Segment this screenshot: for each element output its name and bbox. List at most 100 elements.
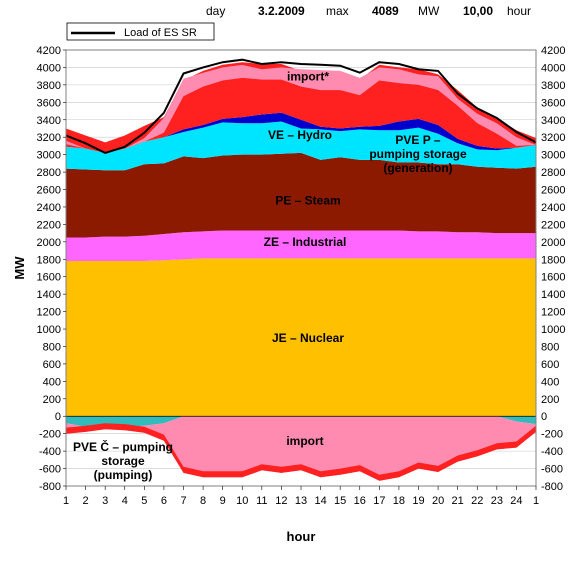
y-tick-label-left: 3600 — [37, 97, 61, 109]
x-tick-label: 3 — [102, 495, 108, 507]
y-tick-label-right: 3400 — [541, 115, 565, 127]
region-labels: JE – Nuclear ZE – Industrial PE – Steam VE … — [73, 70, 467, 483]
label-import-bottom: import — [286, 434, 323, 448]
y-tick-label-left: -600 — [39, 464, 61, 476]
legend: Load of ES SR — [66, 22, 215, 41]
y-tick-label-right: 3000 — [541, 150, 565, 162]
x-tick-label: 8 — [200, 495, 206, 507]
header-max-label: max — [326, 4, 349, 18]
header-day-value: 3.2.2009 — [258, 4, 305, 18]
y-tick-label-left: 200 — [43, 394, 61, 406]
y-tick-label-left: 2400 — [37, 202, 61, 214]
x-tick-label: 22 — [471, 495, 483, 507]
y-tick-label-right: 3800 — [541, 80, 565, 92]
y-tick-label-left: 2200 — [37, 219, 61, 231]
area-hydro — [66, 121, 536, 171]
y-tick-label-right: 3200 — [541, 132, 565, 144]
y-tick-label-left: 3200 — [37, 132, 61, 144]
y-tick-label-right: 2000 — [541, 237, 565, 249]
tick-labels: -800 -800 -600 -600 -400 -400 -200 -200 0 0 200 200… — [37, 45, 566, 507]
y-tick-label-left: 3400 — [37, 115, 61, 127]
x-tick-label: 11 — [256, 495, 267, 507]
load-line — [65, 58, 537, 154]
y-tick-label-right: 2200 — [541, 219, 565, 231]
y-tick-label-right: -400 — [541, 446, 563, 458]
x-tick-label: 17 — [373, 495, 385, 507]
y-tick-label-right: 3600 — [541, 97, 565, 109]
y-tick-label-right: 0 — [541, 411, 547, 423]
y-tick-label-right: 1000 — [541, 324, 565, 336]
y-tick-label-left: 0 — [55, 411, 61, 423]
stacked-areas — [65, 58, 537, 481]
y-tick-label-right: 1800 — [541, 254, 565, 266]
x-tick-label: 5 — [141, 495, 147, 507]
x-tick-label: 2 — [83, 495, 89, 507]
y-tick-label-left: 600 — [43, 359, 61, 371]
header-unit-label: MW — [418, 4, 440, 18]
label-nuclear: JE – Nuclear — [272, 331, 344, 345]
y-tick-label-right: 400 — [541, 376, 559, 388]
y-tick-label-right: 4200 — [541, 45, 565, 57]
x-tick-label: 1 — [63, 495, 69, 507]
y-tick-label-right: -200 — [541, 429, 563, 441]
x-tick-label: 1 — [533, 495, 539, 507]
x-tick-label: 6 — [161, 495, 167, 507]
label-pumping-generation: PVE P – pumping storage (generation) — [369, 133, 467, 175]
label-steam: PE – Steam — [275, 193, 340, 207]
y-axis-title: MW — [12, 256, 27, 280]
x-tick-label: 4 — [122, 495, 128, 507]
label-pumping: PVE Č – pumping storage (pumping) — [73, 439, 173, 482]
y-tick-label-left: 400 — [43, 376, 61, 388]
y-tick-label-left: 2600 — [37, 185, 61, 197]
header-max-value: 4089 — [372, 4, 399, 18]
y-tick-label-left: 3800 — [37, 80, 61, 92]
x-tick-label: 14 — [314, 495, 326, 507]
x-tick-label: 20 — [432, 495, 444, 507]
y-tick-label-left: -400 — [39, 446, 61, 458]
x-tick-label: 10 — [236, 495, 248, 507]
x-tick-label: 15 — [334, 495, 346, 507]
y-tick-label-left: 1600 — [37, 272, 61, 284]
y-tick-label-left: 1000 — [37, 324, 61, 336]
y-tick-label-right: 2800 — [541, 167, 565, 179]
x-axis-title: hour — [287, 529, 316, 544]
x-tick-label: 23 — [491, 495, 503, 507]
y-tick-label-right: 4000 — [541, 62, 565, 74]
x-tick-label: 16 — [354, 495, 366, 507]
y-tick-label-left: 1800 — [37, 254, 61, 266]
y-tick-label-left: 1400 — [37, 289, 61, 301]
x-tick-label: 19 — [412, 495, 424, 507]
y-tick-label-right: 1400 — [541, 289, 565, 301]
y-tick-label-right: 800 — [541, 341, 559, 353]
label-hydro: VE – Hydro — [268, 128, 332, 142]
x-tick-label: 18 — [393, 495, 405, 507]
label-industrial: ZE – Industrial — [264, 235, 347, 249]
y-tick-label-left: -800 — [39, 481, 61, 493]
y-tick-label-left: 800 — [43, 341, 61, 353]
y-tick-label-left: 3000 — [37, 150, 61, 162]
legend-box — [66, 22, 215, 41]
x-tick-label: 9 — [220, 495, 226, 507]
x-tick-label: 13 — [295, 495, 307, 507]
y-tick-label-right: 600 — [541, 359, 559, 371]
header-day-label: day — [206, 4, 226, 18]
area-pumping_generation — [66, 112, 536, 153]
area-import-pink — [66, 64, 536, 153]
y-tick-label-left: 2800 — [37, 167, 61, 179]
x-tick-label: 21 — [452, 495, 464, 507]
y-tick-label-left: -200 — [39, 429, 61, 441]
x-tick-label: 7 — [180, 495, 186, 507]
y-tick-label-left: 1200 — [37, 307, 61, 319]
area-nuclear — [66, 258, 536, 417]
area-industrial — [66, 230, 536, 261]
axes — [63, 49, 537, 490]
y-tick-label-left: 4200 — [37, 45, 61, 57]
y-tick-label-left: 2000 — [37, 237, 61, 249]
label-import-top: import* — [287, 70, 329, 84]
x-tick-label: 24 — [510, 495, 522, 507]
y-tick-label-left: 4000 — [37, 62, 61, 74]
x-tick-label: 12 — [275, 495, 287, 507]
legend-label-load: Load of ES SR — [124, 27, 197, 39]
y-tick-label-right: -600 — [541, 464, 563, 476]
